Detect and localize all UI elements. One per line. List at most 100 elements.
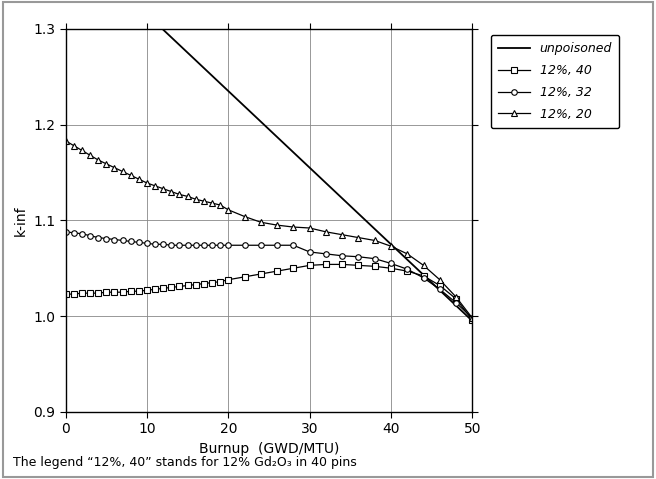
12%, 40 (208, 280, 216, 285)
12%, 40 (224, 277, 232, 283)
12%, 20 (338, 232, 346, 238)
12%, 32 (70, 230, 77, 236)
12%, 40 (387, 265, 395, 271)
12%, 32 (143, 240, 151, 246)
12%, 40 (70, 291, 77, 297)
Text: The legend “12%, 40” stands for 12% Gd₂O₃ in 40 pins: The legend “12%, 40” stands for 12% Gd₂O… (13, 456, 357, 469)
12%, 40 (159, 285, 167, 291)
12%, 32 (94, 235, 102, 240)
12%, 20 (176, 192, 184, 197)
Y-axis label: k-inf: k-inf (14, 205, 28, 236)
12%, 32 (200, 242, 208, 248)
12%, 40 (184, 283, 192, 288)
12%, 40 (119, 289, 127, 295)
12%, 32 (184, 242, 192, 248)
12%, 20 (102, 161, 110, 167)
12%, 40 (127, 288, 134, 294)
12%, 40 (371, 263, 379, 269)
12%, 32 (135, 240, 143, 245)
12%, 20 (436, 277, 443, 283)
12%, 20 (86, 152, 94, 158)
12%, 40 (62, 291, 70, 297)
12%, 20 (62, 138, 70, 144)
12%, 32 (452, 300, 460, 306)
12%, 40 (436, 283, 443, 288)
12%, 20 (78, 148, 86, 153)
Line: 12%, 32: 12%, 32 (63, 229, 475, 321)
12%, 20 (143, 180, 151, 186)
12%, 20 (257, 219, 265, 225)
12%, 40 (241, 274, 249, 280)
12%, 32 (86, 233, 94, 239)
12%, 32 (322, 251, 330, 257)
12%, 32 (224, 242, 232, 248)
12%, 20 (241, 214, 249, 219)
Legend: unpoisoned, 12%, 40, 12%, 32, 12%, 20: unpoisoned, 12%, 40, 12%, 32, 12%, 20 (491, 35, 619, 128)
12%, 40 (176, 284, 184, 289)
12%, 40 (420, 273, 428, 279)
12%, 40 (135, 288, 143, 294)
12%, 20 (403, 251, 411, 257)
12%, 32 (257, 242, 265, 248)
12%, 40 (322, 262, 330, 267)
12%, 20 (127, 172, 134, 178)
12%, 20 (184, 194, 192, 199)
12%, 32 (338, 253, 346, 259)
12%, 32 (403, 266, 411, 272)
12%, 40 (403, 268, 411, 274)
12%, 40 (338, 262, 346, 267)
12%, 40 (94, 290, 102, 296)
12%, 20 (216, 202, 224, 208)
12%, 40 (110, 289, 118, 295)
12%, 40 (78, 290, 86, 296)
12%, 40 (192, 282, 199, 287)
12%, 32 (151, 241, 159, 247)
12%, 32 (468, 315, 476, 321)
12%, 20 (70, 143, 77, 148)
12%, 40 (468, 317, 476, 323)
12%, 32 (208, 242, 216, 248)
X-axis label: Burnup  (GWD/MTU): Burnup (GWD/MTU) (199, 442, 339, 456)
12%, 32 (78, 231, 86, 237)
12%, 20 (159, 186, 167, 192)
12%, 40 (167, 285, 175, 290)
12%, 20 (354, 235, 362, 240)
12%, 40 (306, 262, 314, 268)
12%, 20 (468, 315, 476, 321)
12%, 20 (135, 176, 143, 182)
12%, 40 (143, 287, 151, 293)
12%, 20 (151, 183, 159, 189)
12%, 20 (110, 165, 118, 171)
12%, 32 (192, 242, 199, 248)
12%, 20 (200, 198, 208, 204)
12%, 20 (322, 229, 330, 235)
12%, 32 (273, 242, 281, 248)
12%, 40 (151, 286, 159, 292)
12%, 40 (200, 281, 208, 286)
12%, 40 (289, 265, 297, 271)
12%, 32 (420, 275, 428, 281)
12%, 32 (110, 237, 118, 242)
12%, 40 (354, 262, 362, 268)
12%, 32 (102, 236, 110, 241)
Line: 12%, 20: 12%, 20 (63, 138, 475, 321)
12%, 32 (436, 286, 443, 292)
12%, 20 (371, 238, 379, 243)
12%, 32 (306, 249, 314, 255)
12%, 20 (224, 207, 232, 213)
12%, 20 (94, 157, 102, 163)
12%, 20 (306, 225, 314, 231)
12%, 32 (371, 256, 379, 262)
12%, 32 (176, 242, 184, 248)
12%, 20 (273, 222, 281, 228)
12%, 32 (159, 241, 167, 247)
12%, 32 (289, 242, 297, 248)
12%, 20 (119, 169, 127, 174)
12%, 32 (216, 242, 224, 248)
Line: 12%, 40: 12%, 40 (63, 262, 475, 323)
12%, 40 (102, 289, 110, 295)
12%, 20 (192, 196, 199, 202)
12%, 40 (86, 290, 94, 296)
12%, 40 (452, 296, 460, 302)
12%, 20 (208, 200, 216, 206)
